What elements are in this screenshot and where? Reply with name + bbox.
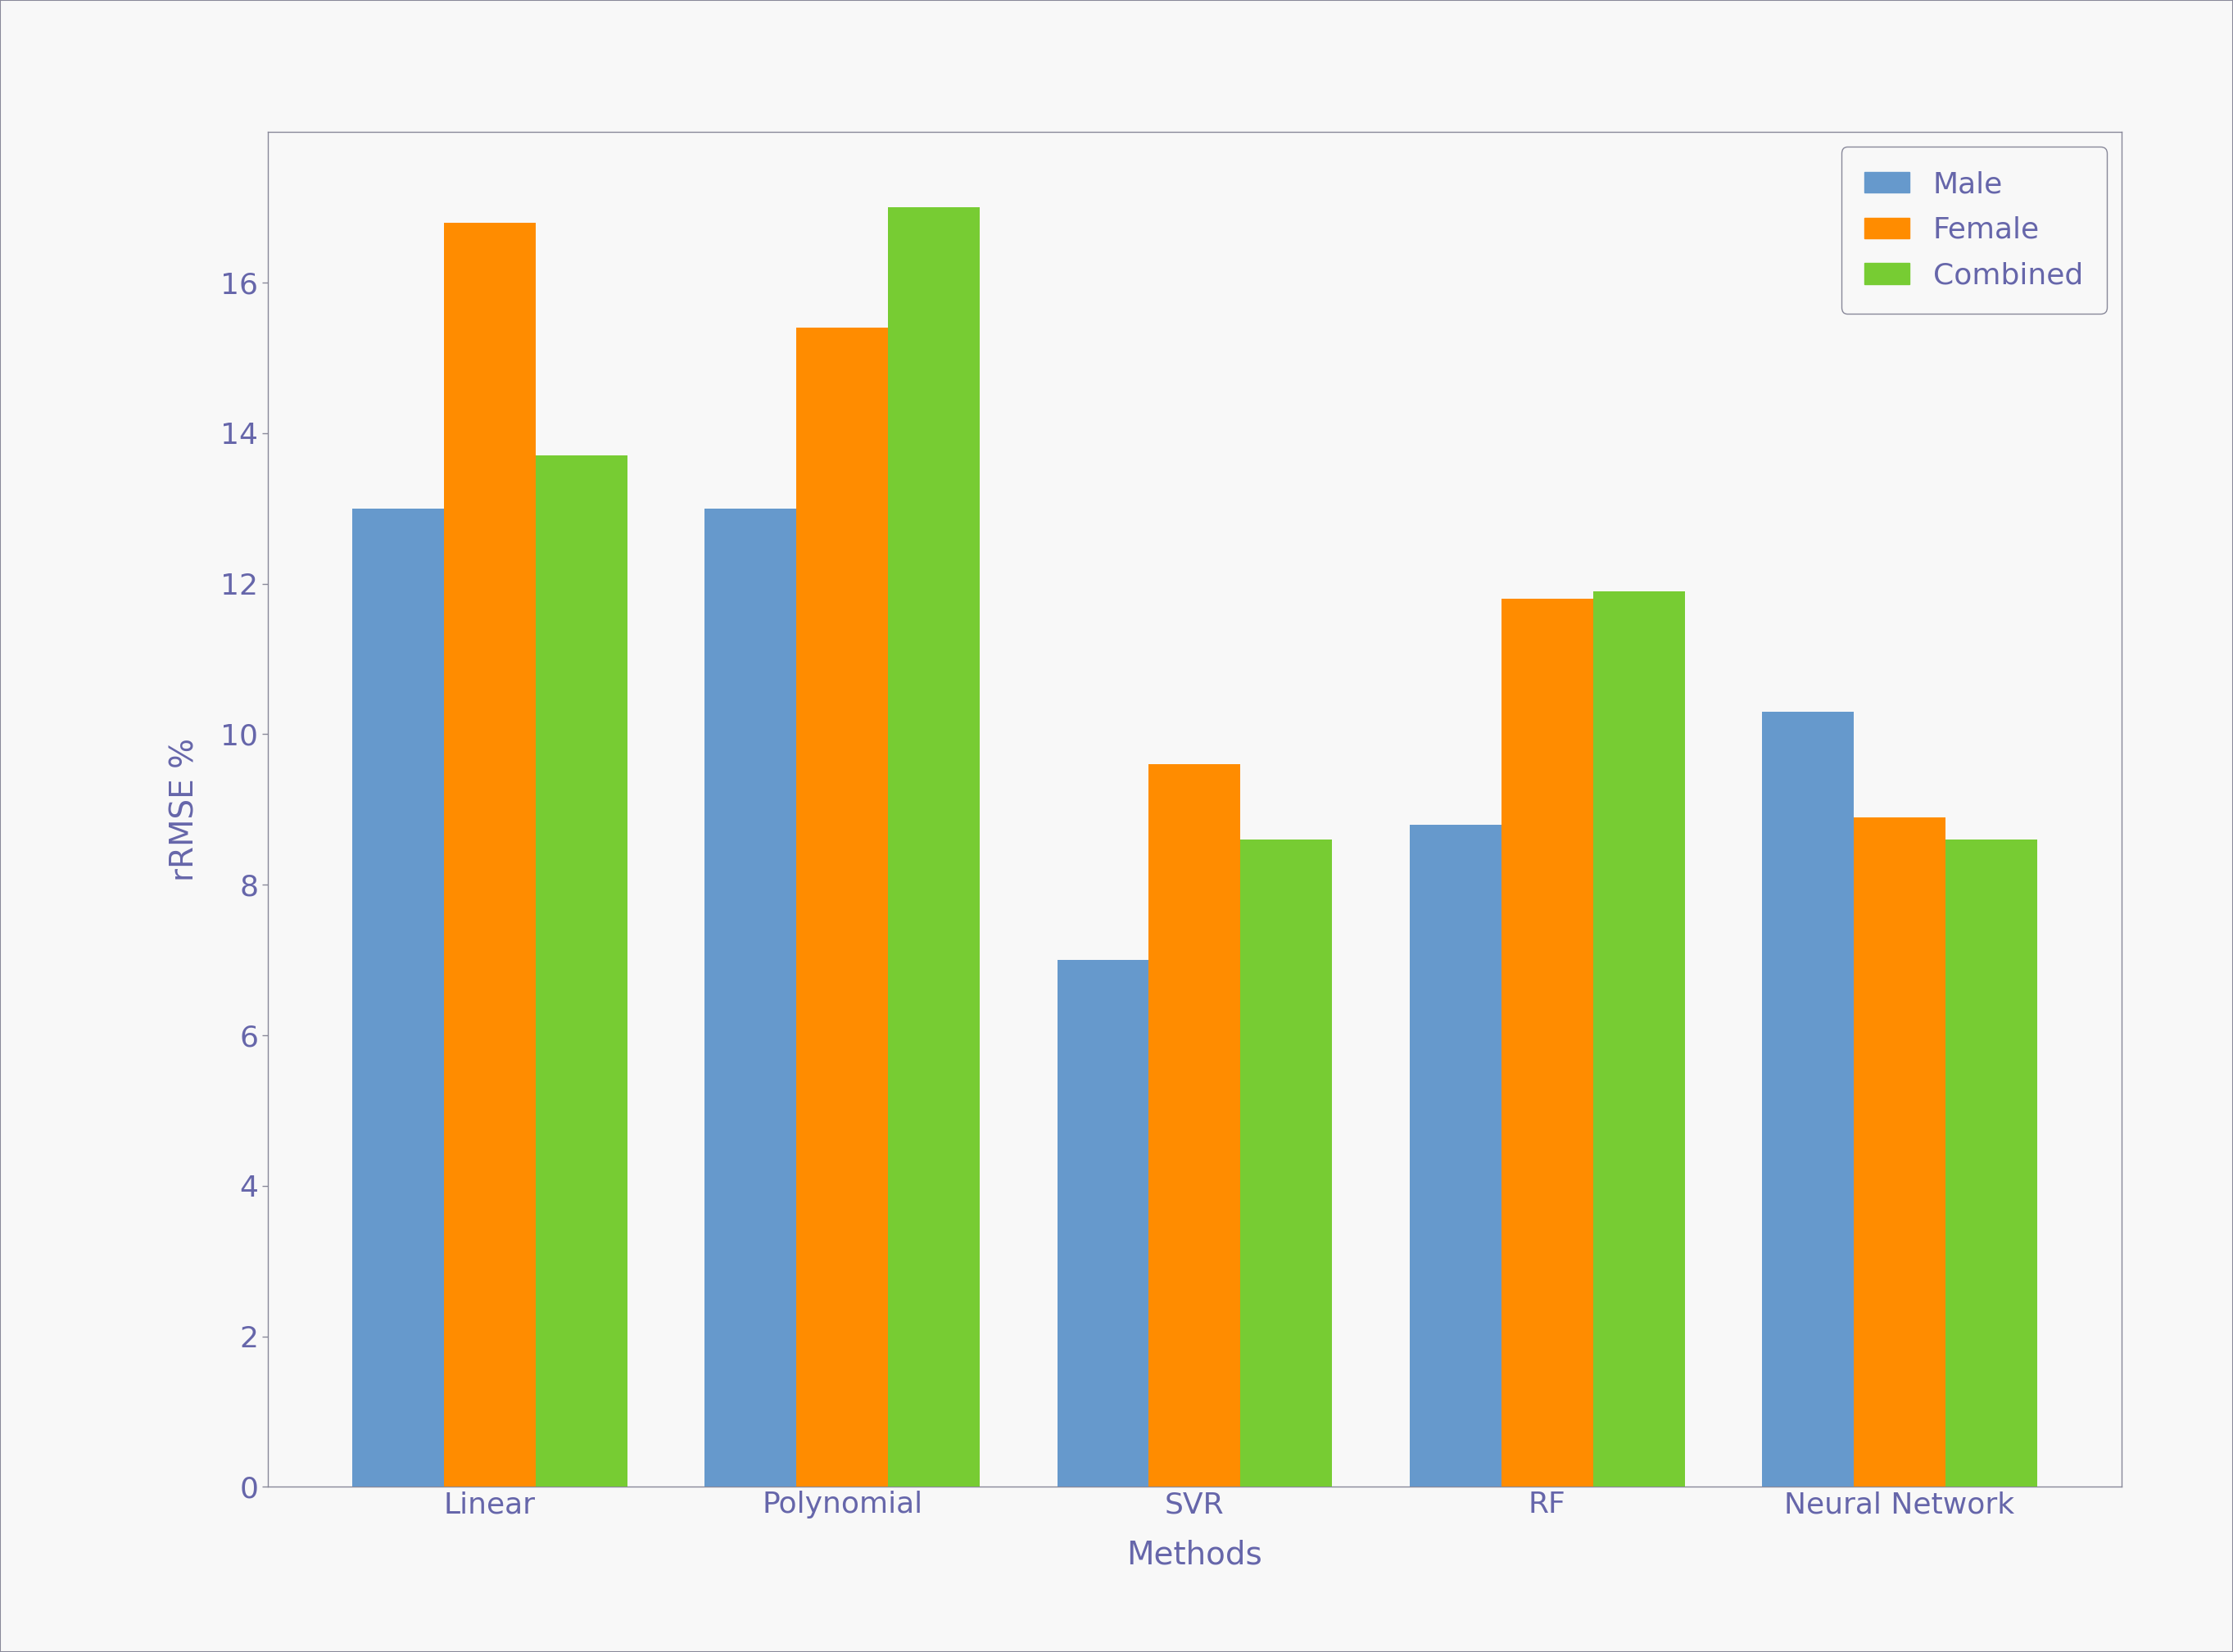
Bar xyxy=(1409,824,1501,1487)
Y-axis label: rRMSE %: rRMSE % xyxy=(170,738,201,881)
Bar xyxy=(444,223,536,1487)
X-axis label: Methods: Methods xyxy=(1128,1540,1262,1571)
Bar xyxy=(1501,598,1592,1487)
Bar xyxy=(797,327,889,1487)
Bar xyxy=(1592,591,1684,1487)
Legend: Male, Female, Combined: Male, Female, Combined xyxy=(1840,147,2106,314)
Bar xyxy=(889,208,980,1487)
Bar xyxy=(536,456,627,1487)
Bar xyxy=(1148,765,1242,1487)
Bar xyxy=(1242,839,1333,1487)
Bar xyxy=(1945,839,2036,1487)
Bar xyxy=(1762,712,1853,1487)
Bar xyxy=(1056,960,1148,1487)
Bar xyxy=(353,509,444,1487)
Bar xyxy=(1853,818,1945,1487)
Bar xyxy=(706,509,797,1487)
